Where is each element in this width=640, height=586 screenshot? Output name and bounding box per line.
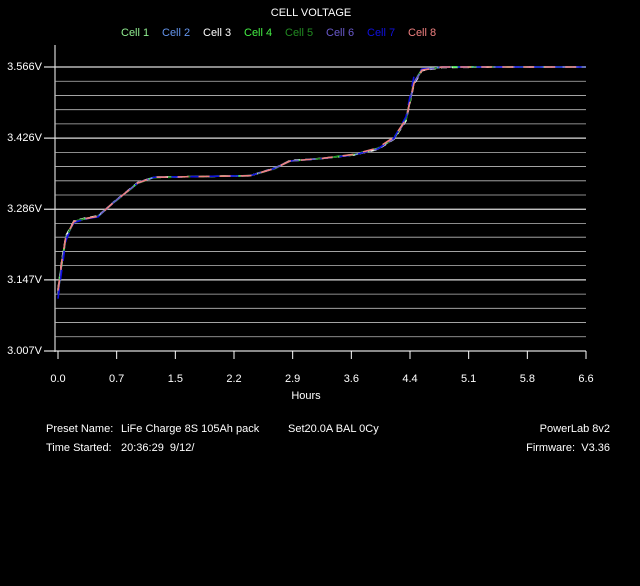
x-tick-label: 4.4 [402, 373, 417, 385]
x-tick-label: 6.6 [578, 373, 593, 385]
legend-entry: Cell 7 [367, 27, 395, 39]
x-tick-label: 5.8 [520, 373, 535, 385]
footer-value: LiFe Charge 8S 105Ah pack [121, 423, 260, 435]
y-tick-label: 3.007V [7, 345, 43, 357]
footer-label: Time Started: [46, 442, 112, 454]
chart-title: CELL VOLTAGE [271, 7, 352, 19]
y-tick-label: 3.426V [7, 132, 43, 144]
x-tick-label: 5.1 [461, 373, 476, 385]
footer-value: PowerLab 8v2 [540, 423, 610, 435]
x-tick-label: 0.0 [50, 373, 65, 385]
x-tick-label: 0.7 [109, 373, 124, 385]
x-axis-label: Hours [291, 390, 321, 402]
legend-entry: Cell 8 [408, 27, 436, 39]
legend-entry: Cell 4 [244, 27, 272, 39]
y-tick-label: 3.286V [7, 203, 43, 215]
x-tick-label: 2.2 [226, 373, 241, 385]
y-tick-label: 3.147V [7, 274, 43, 286]
x-tick-label: 2.9 [285, 373, 300, 385]
footer-value: Set20.0A BAL 0Cy [288, 423, 379, 435]
legend-entry: Cell 5 [285, 27, 313, 39]
legend-entry: Cell 2 [162, 27, 190, 39]
footer-value: V3.36 [581, 442, 610, 454]
x-tick-label: 1.5 [168, 373, 183, 385]
x-tick-label: 3.6 [344, 373, 359, 385]
footer-value: 20:36:29 9/12/ [121, 442, 195, 454]
footer-label: Preset Name: [46, 423, 113, 435]
y-tick-label: 3.566V [7, 61, 43, 73]
legend-entry: Cell 1 [121, 27, 149, 39]
legend-entry: Cell 3 [203, 27, 231, 39]
legend-entry: Cell 6 [326, 27, 354, 39]
series-line [57, 66, 586, 291]
footer-label: Firmware: [526, 442, 575, 454]
